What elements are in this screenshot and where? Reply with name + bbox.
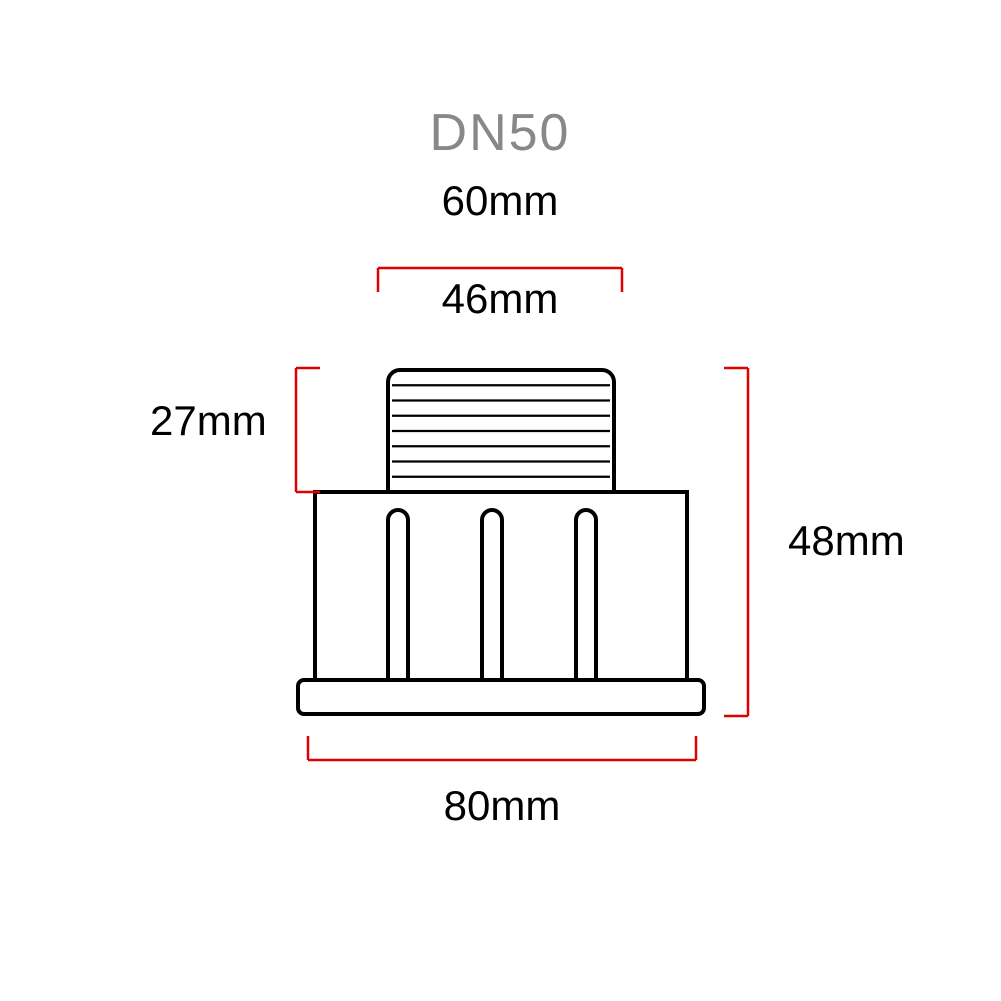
dim-48mm: 48mm — [788, 517, 905, 564]
dim-80mm: 80mm — [444, 782, 561, 829]
dim-27mm: 27mm — [150, 397, 267, 444]
dim-60mm: 60mm — [442, 177, 559, 224]
part-outline — [298, 370, 704, 714]
dimension-lines: 60mm 46mm 27mm 48mm 80mm — [150, 177, 905, 829]
part-title: DN50 — [430, 104, 571, 162]
dim-46mm: 46mm — [442, 275, 559, 322]
technical-drawing: DN50 60mm 46mm 27mm 48mm 80mm — [0, 0, 1001, 1001]
